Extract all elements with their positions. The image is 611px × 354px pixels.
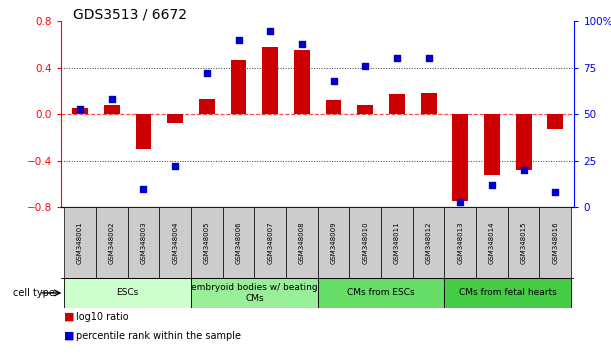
Bar (444, 207, 476, 278)
Text: log10 ratio: log10 ratio (76, 312, 129, 321)
Text: GSM348013: GSM348013 (457, 221, 463, 264)
Bar (294, 50, 310, 114)
Text: GSM348001: GSM348001 (77, 221, 83, 264)
Point (139, 185, 148, 191)
Bar (222, 207, 254, 278)
Point (519, 167, 529, 173)
Bar (191, 278, 318, 308)
Point (329, 78, 338, 84)
Point (75, 106, 85, 112)
Point (551, 189, 560, 195)
Point (423, 56, 433, 61)
Point (455, 199, 465, 204)
Point (265, 28, 275, 33)
Text: ESCs: ESCs (117, 289, 139, 297)
Text: GSM348011: GSM348011 (394, 221, 400, 264)
Point (360, 63, 370, 69)
Text: CMs from fetal hearts: CMs from fetal hearts (459, 289, 557, 297)
Bar (318, 207, 349, 278)
Text: GSM348004: GSM348004 (172, 221, 178, 264)
Text: GSM348008: GSM348008 (299, 221, 305, 264)
Bar (421, 93, 436, 114)
Bar (286, 207, 318, 278)
Bar (72, 108, 88, 114)
Text: cell type: cell type (13, 288, 55, 298)
Text: GSM348012: GSM348012 (426, 221, 431, 264)
Bar (476, 207, 508, 278)
Bar (128, 207, 159, 278)
Bar (413, 207, 444, 278)
Text: percentile rank within the sample: percentile rank within the sample (76, 331, 241, 341)
Bar (318, 278, 444, 308)
Bar (516, 114, 532, 170)
Text: embryoid bodies w/ beating
CMs: embryoid bodies w/ beating CMs (191, 283, 318, 303)
Bar (96, 207, 128, 278)
Text: GSM348014: GSM348014 (489, 221, 495, 264)
Bar (540, 207, 571, 278)
Text: GSM348007: GSM348007 (267, 221, 273, 264)
Text: GSM348005: GSM348005 (204, 221, 210, 264)
Bar (64, 278, 191, 308)
Bar (484, 114, 500, 175)
Text: CMs from ESCs: CMs from ESCs (347, 289, 415, 297)
Text: ■: ■ (64, 331, 75, 341)
Bar (349, 207, 381, 278)
Bar (508, 207, 540, 278)
Bar (136, 114, 152, 149)
Bar (547, 114, 563, 129)
Text: GSM348010: GSM348010 (362, 221, 368, 264)
Bar (191, 207, 222, 278)
Text: ■: ■ (64, 312, 75, 321)
Text: GDS3513 / 6672: GDS3513 / 6672 (73, 7, 188, 21)
Bar (452, 114, 468, 201)
Bar (199, 99, 214, 114)
Text: GSM348002: GSM348002 (109, 221, 115, 264)
Text: GSM348009: GSM348009 (331, 221, 337, 264)
Bar (381, 207, 413, 278)
Bar (262, 47, 278, 114)
Point (297, 41, 307, 46)
Text: GSM348003: GSM348003 (141, 221, 147, 264)
Bar (389, 95, 405, 114)
Point (107, 96, 117, 102)
Point (202, 70, 212, 76)
Text: GSM348015: GSM348015 (521, 221, 527, 264)
Point (487, 182, 497, 188)
Text: GSM348016: GSM348016 (552, 221, 558, 264)
Bar (159, 207, 191, 278)
Bar (230, 59, 246, 114)
Bar (326, 100, 342, 114)
Bar (444, 278, 571, 308)
Point (170, 163, 180, 169)
Text: GSM348006: GSM348006 (235, 221, 241, 264)
Point (233, 37, 243, 43)
Point (392, 56, 402, 61)
Bar (104, 105, 120, 114)
Bar (167, 114, 183, 124)
Bar (254, 207, 286, 278)
Bar (64, 207, 96, 278)
Bar (357, 105, 373, 114)
